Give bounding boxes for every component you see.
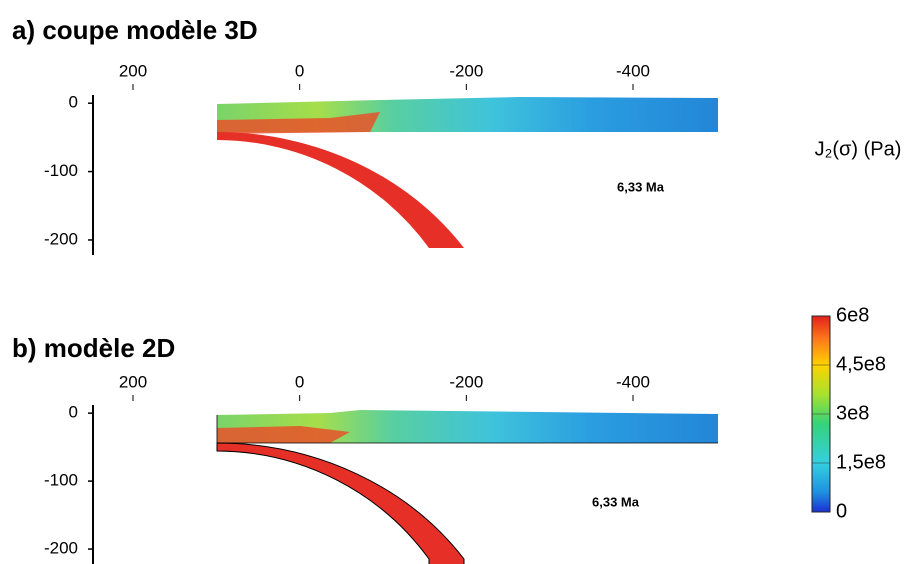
- colorbar-tick-label: 6e8: [836, 304, 869, 326]
- x-tick-label: 200: [119, 372, 147, 391]
- colorbar-tick-label: 0: [836, 500, 847, 522]
- x-tick-label: 0: [295, 61, 304, 80]
- x-tick-label: 0: [295, 372, 304, 391]
- stress-field-b: [216, 410, 718, 564]
- colorbar-tick-label: 4,5e8: [836, 353, 886, 375]
- y-tick-label: 0: [69, 93, 78, 112]
- y-tick-label: 0: [69, 403, 78, 422]
- x-tick-label: -400: [616, 372, 650, 391]
- panel-title: b) modèle 2D: [12, 333, 175, 363]
- x-tick-label: -200: [449, 372, 483, 391]
- y-tick-label: -200: [44, 539, 78, 558]
- colorbar-tick-label: 1,5e8: [836, 451, 886, 473]
- age-label: 6,33 Ma: [617, 179, 665, 194]
- stress-field-a: [217, 97, 718, 248]
- x-tick-label: -200: [449, 61, 483, 80]
- panel-title: a) coupe modèle 3D: [12, 15, 258, 45]
- colorbar-title: J₂(σ) (Pa): [815, 138, 902, 160]
- x-tick-label: -400: [616, 61, 650, 80]
- y-tick-label: -100: [44, 161, 78, 180]
- x-tick-label: 200: [119, 61, 147, 80]
- y-tick-label: -200: [44, 229, 78, 248]
- age-label: 6,33 Ma: [592, 494, 640, 509]
- y-tick-label: -100: [44, 471, 78, 490]
- colorbar-tick-label: 3e8: [836, 402, 869, 424]
